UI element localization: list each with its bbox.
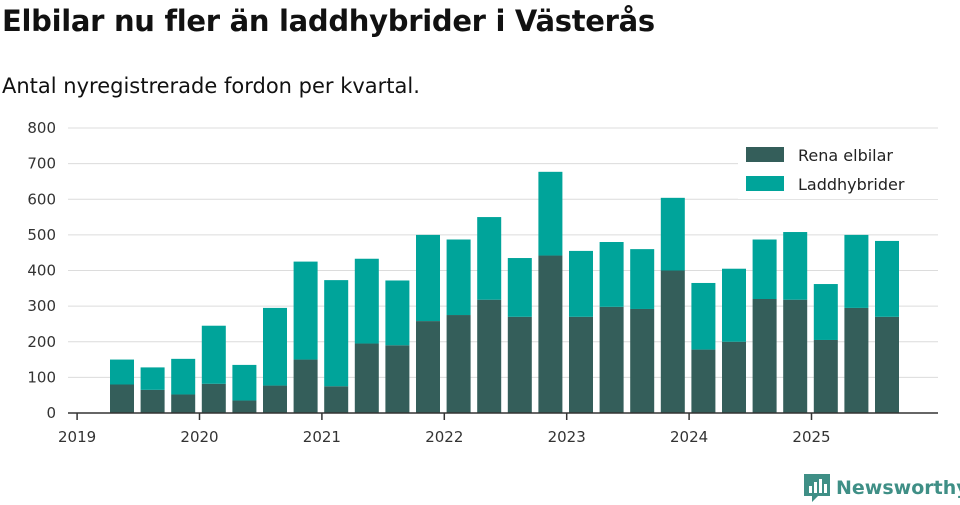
x-tick-label-2025: 2025 (792, 428, 830, 446)
bar-rena-elbilar-2019-q3 (140, 389, 165, 413)
bar-laddhybrider-2020-q2 (232, 364, 257, 401)
y-tick-label-400: 400 (27, 262, 56, 280)
bar-laddhybrider-2019-q4 (171, 358, 196, 395)
bar-laddhybrider-2020-q4 (293, 261, 318, 360)
y-tick-label-700: 700 (27, 155, 56, 173)
bar-laddhybrider-2020-q3 (263, 307, 287, 386)
bar-rena-elbilar-2024-q3 (752, 299, 777, 413)
bar-rena-elbilar-2020-q1 (201, 383, 226, 413)
y-tick-label-100: 100 (27, 368, 56, 386)
bar-rena-elbilar-2022-q3 (507, 316, 532, 413)
bar-rena-elbilar-2025-q2 (844, 307, 869, 413)
bar-laddhybrider-2022-q1 (446, 239, 471, 316)
bar-laddhybrider-2025-q2 (844, 234, 869, 308)
chart-title: Elbilar nu fler än laddhybrider i Väster… (2, 4, 655, 38)
chart-subtitle: Antal nyregistrerade fordon per kvartal. (2, 74, 420, 98)
newsworthy-chart-icon (804, 474, 830, 502)
bar-laddhybrider-2022-q4 (538, 171, 563, 256)
bar-laddhybrider-2025-q1 (813, 284, 838, 340)
legend-label-laddhybrider: Laddhybrider (798, 175, 905, 194)
bar-rena-elbilar-2021-q2 (354, 343, 379, 413)
x-tick-label-2023: 2023 (548, 428, 586, 446)
bar-laddhybrider-2019-q3 (140, 367, 165, 390)
bar-rena-elbilar-2020-q2 (232, 400, 257, 413)
x-tick-label-2021: 2021 (303, 428, 341, 446)
bar-rena-elbilar-2020-q3 (263, 385, 287, 413)
bar-laddhybrider-2023-q2 (599, 242, 624, 307)
y-tick-label-600: 600 (27, 190, 56, 208)
bar-rena-elbilar-2024-q1 (691, 349, 716, 413)
y-axis-tick-labels: 0 100 200 300 400 500 600 700 800 (27, 119, 56, 422)
bar-laddhybrider-2024-q3 (752, 239, 777, 299)
bar-laddhybrider-2024-q2 (722, 268, 746, 342)
bar-laddhybrider-2020-q1 (201, 325, 226, 384)
bar-rena-elbilar-2021-q4 (416, 321, 440, 413)
bar-laddhybrider-2019-q2 (110, 359, 134, 385)
bar-laddhybrider-2024-q4 (783, 232, 808, 300)
bar-rena-elbilar-2023-q2 (599, 306, 624, 413)
bar-rena-elbilar-2023-q3 (630, 308, 655, 413)
bar-rena-elbilar-2021-q1 (324, 386, 349, 413)
y-tick-label-200: 200 (27, 333, 56, 351)
x-axis-ticks: 2019 2020 2021 2022 2023 2024 2025 (58, 413, 831, 446)
bar-laddhybrider-2021-q4 (416, 234, 440, 322)
bar-laddhybrider-2025-q3 (875, 240, 899, 317)
x-tick-label-2022: 2022 (425, 428, 463, 446)
bar-rena-elbilar-2019-q4 (171, 394, 196, 413)
bar-rena-elbilar-2022-q4 (538, 255, 563, 413)
bar-laddhybrider-2022-q3 (507, 258, 532, 317)
bars (110, 171, 899, 413)
y-tick-label-0: 0 (46, 404, 56, 422)
bar-laddhybrider-2023-q4 (660, 197, 685, 271)
bar-rena-elbilar-2024-q2 (722, 341, 746, 413)
x-tick-label-2020: 2020 (180, 428, 218, 446)
bar-rena-elbilar-2023-q1 (569, 316, 593, 413)
bar-laddhybrider-2021-q3 (385, 280, 410, 346)
bar-rena-elbilar-2024-q4 (783, 299, 808, 413)
legend-label-rena-elbilar: Rena elbilar (798, 146, 893, 165)
bar-laddhybrider-2023-q3 (630, 249, 655, 309)
bar-rena-elbilar-2025-q1 (813, 339, 838, 413)
bar-rena-elbilar-2022-q2 (477, 299, 502, 413)
bar-rena-elbilar-2019-q2 (110, 384, 134, 413)
newsworthy-logo: Newsworthy (804, 474, 960, 502)
legend-swatch-rena-elbilar (746, 147, 784, 162)
y-tick-label-300: 300 (27, 297, 56, 315)
bar-laddhybrider-2024-q1 (691, 282, 716, 350)
bar-rena-elbilar-2025-q3 (875, 316, 899, 413)
bar-laddhybrider-2021-q1 (324, 280, 349, 387)
y-tick-label-800: 800 (27, 119, 56, 137)
bar-rena-elbilar-2022-q1 (446, 315, 471, 413)
bar-laddhybrider-2022-q2 (477, 217, 502, 300)
bar-laddhybrider-2023-q1 (569, 250, 593, 317)
x-tick-label-2024: 2024 (670, 428, 708, 446)
y-tick-label-500: 500 (27, 226, 56, 244)
brand-name: Newsworthy (836, 477, 960, 499)
legend-swatch-laddhybrider (746, 176, 784, 191)
legend: Rena elbilar Laddhybrider (738, 141, 938, 199)
bar-rena-elbilar-2021-q3 (385, 345, 410, 413)
bar-rena-elbilar-2020-q4 (293, 359, 318, 413)
bar-rena-elbilar-2023-q4 (660, 270, 685, 413)
bar-laddhybrider-2021-q2 (354, 258, 379, 344)
x-tick-label-2019: 2019 (58, 428, 96, 446)
